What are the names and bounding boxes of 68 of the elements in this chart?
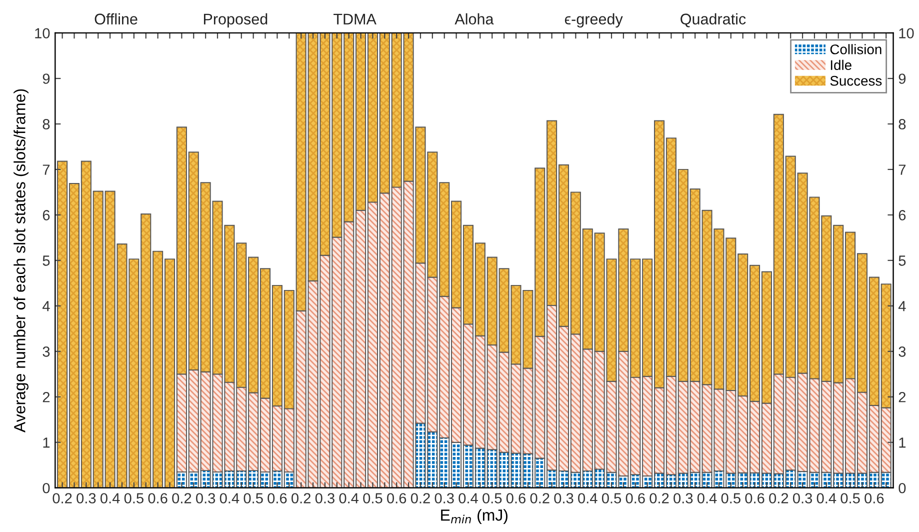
y-tick-label: 3 (42, 346, 50, 357)
y-tick-label: 10 (35, 28, 50, 38)
x-tick-label: 0.2 (52, 493, 72, 504)
y-tick-label: 2 (42, 392, 50, 402)
x-tick-label: 0.5 (840, 493, 860, 504)
y-tick-label: 8 (42, 119, 50, 130)
x-tick-label: 0.5 (244, 493, 263, 504)
y-tick-label: 7 (42, 164, 50, 175)
y-tick-label: 6 (42, 210, 50, 220)
y2-tick-label: 10 (899, 28, 914, 38)
y2-tick-label: 2 (898, 392, 906, 402)
y2-tick-label: 4 (898, 301, 906, 312)
x-tick-label: 0.3 (554, 493, 574, 504)
x-tick-label: 0.6 (864, 493, 884, 504)
text: Quadratic (680, 13, 746, 28)
x-tick-label: 0.4 (458, 493, 478, 504)
x-tick-label: 0.6 (268, 493, 287, 504)
x-tick-label: 0.3 (674, 493, 693, 504)
x-tick-label: 0.3 (792, 493, 812, 504)
x-tick-label: 0.6 (506, 493, 526, 504)
y-tick-label: 4 (42, 301, 50, 312)
y-tick-label: 5 (42, 256, 50, 266)
x-tick-label: 0.2 (530, 493, 550, 504)
y2-tick-label: 8 (898, 119, 906, 130)
x-tick-label: 0.6 (387, 493, 406, 504)
x-tick-label: 0.5 (124, 493, 144, 504)
x-tick-label: 0.5 (602, 493, 622, 504)
y2-tick-label: 6 (898, 210, 906, 220)
text: Offline (94, 13, 138, 25)
text: Aloha (454, 13, 494, 25)
x-tick-label: 0.3 (434, 493, 454, 504)
x-tick-label: 0.2 (650, 493, 669, 504)
x-tick-label: 0.6 (626, 493, 645, 504)
y-axis-title: Average number of each slot states (slots/frame) (14, 89, 29, 432)
y2-tick-label: 0 (898, 482, 906, 494)
legend-label: Collision (830, 44, 882, 54)
x-axis-title: E$_{min}$ (mJ) (441, 509, 508, 524)
x-tick-label: 0.2 (769, 493, 788, 504)
x-tick-label: 0.4 (339, 493, 359, 504)
legend-label: Idle (830, 60, 852, 70)
x-tick-label: 0.4 (220, 493, 240, 504)
text: ϵ-greedy (564, 13, 623, 28)
x-tick-label: 0.5 (482, 493, 502, 504)
x-tick-label: 0.6 (148, 493, 168, 504)
x-tick-label: 0.2 (172, 493, 192, 504)
text: TDMA (334, 14, 376, 24)
x-tick-label: 0.4 (100, 493, 120, 504)
legend-label: Success (830, 76, 882, 86)
y-tick-label: 9 (42, 74, 50, 84)
x-tick-label: 0.5 (721, 493, 740, 504)
x-tick-label: 0.4 (578, 493, 598, 504)
x-tick-label: 0.2 (292, 493, 310, 504)
x-tick-label: 0.2 (410, 493, 430, 504)
x-tick-label: 0.4 (697, 493, 717, 504)
x-tick-label: 0.4 (816, 493, 836, 504)
x-tick-label: 0.6 (745, 493, 764, 504)
y2-tick-label: 9 (898, 74, 906, 84)
x-tick-label: 0.3 (196, 493, 216, 504)
y2-tick-label: 7 (898, 164, 906, 175)
x-tick-label: 0.5 (363, 493, 382, 504)
y2-tick-label: 3 (898, 346, 906, 357)
x-tick-label: 0.3 (76, 493, 96, 504)
y-tick-label: 0 (42, 482, 50, 494)
x-tick-label: 0.3 (315, 493, 334, 504)
text: Proposed (204, 13, 268, 28)
y2-tick-label: 5 (898, 256, 906, 266)
y-tick-label: 1 (43, 438, 50, 448)
y2-tick-label: 1 (899, 438, 906, 448)
